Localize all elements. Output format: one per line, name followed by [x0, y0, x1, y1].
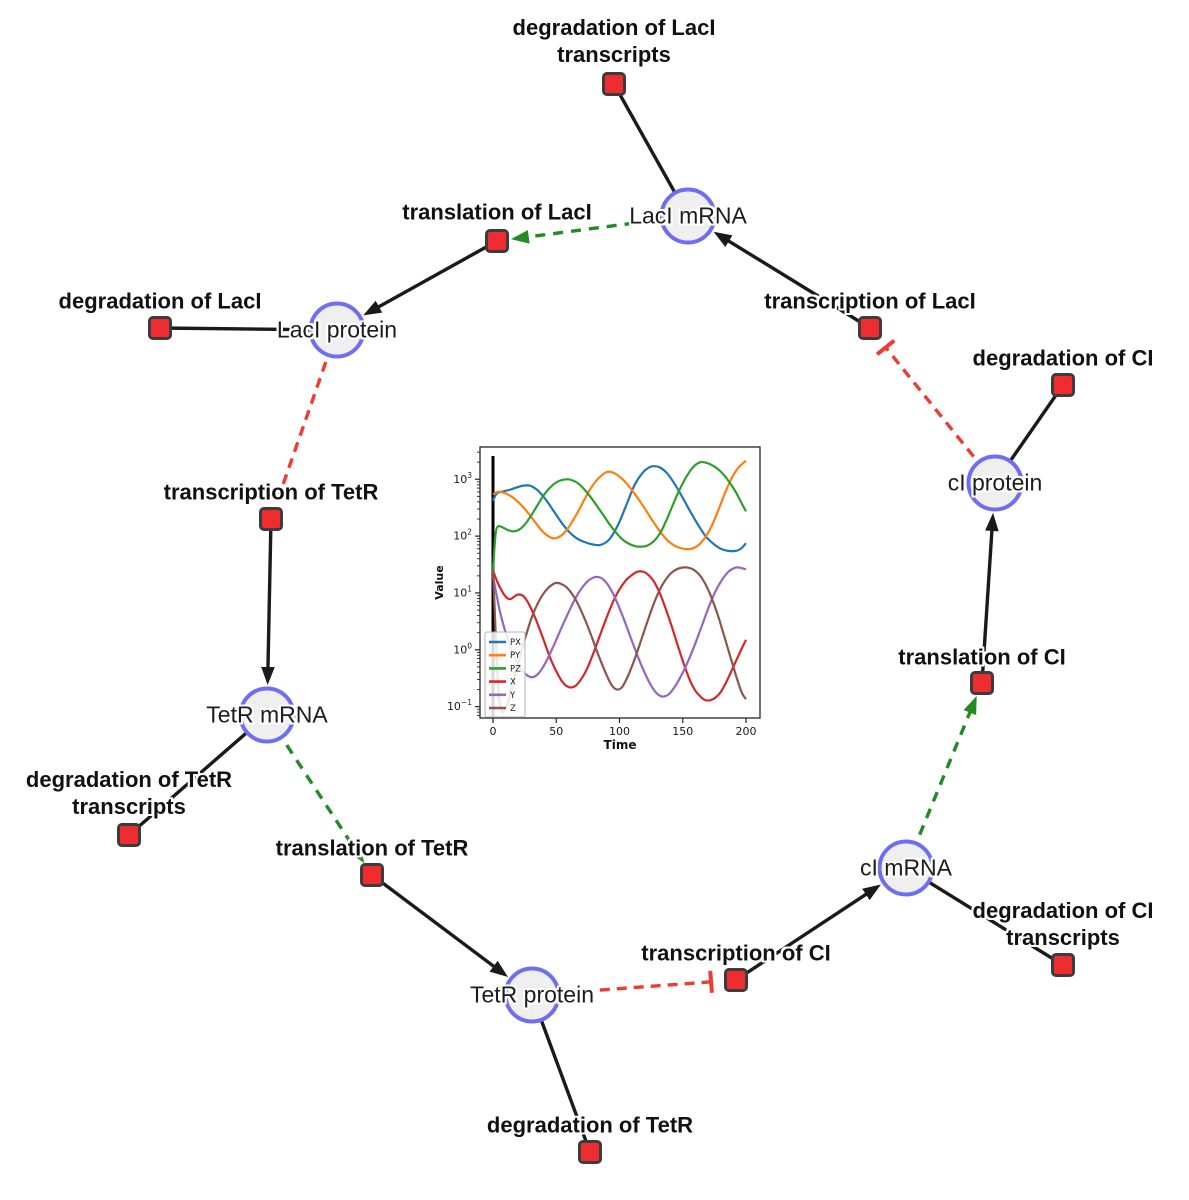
reaction-node-txn_tetR[interactable] — [259, 507, 283, 531]
species-label-tetR_mRNA: TetR mRNA — [206, 701, 328, 728]
y-tick-label: 101 — [453, 584, 472, 599]
reaction-node-deg_cI[interactable] — [1051, 373, 1075, 397]
legend-label-PY: PY — [510, 651, 521, 661]
chart-series-PZ — [491, 460, 747, 571]
edge-lacI_mRNA-transl_lacI-arrowhead — [510, 230, 530, 244]
reaction-label-txn_lacI: transcription of LacI — [764, 288, 976, 314]
legend-label-X: X — [510, 678, 516, 688]
edge-txn_cI-cI_mRNA — [735, 889, 872, 982]
reaction-node-deg_cI_tx[interactable] — [1051, 953, 1075, 977]
species-node-cI_protein[interactable] — [966, 454, 1024, 512]
x-tick-label: 100 — [609, 725, 630, 738]
species-node-cI_mRNA[interactable] — [877, 839, 935, 897]
chart-plot-area — [480, 447, 760, 718]
reaction-label-transl_cI: translation of CI — [898, 644, 1066, 670]
reaction-node-deg_lacI_tx[interactable] — [602, 72, 626, 96]
edge-tetR_protein-txn_cI-tee-bar — [708, 970, 714, 993]
y-tick-label: 103 — [453, 471, 472, 486]
legend-label-PX: PX — [510, 638, 521, 648]
x-tick-label: 0 — [490, 725, 497, 738]
reaction-node-deg_tetR[interactable] — [578, 1140, 602, 1164]
reaction-label-deg_tetR_tx: degradation of TetR transcripts — [25, 767, 233, 819]
chart-series-X — [491, 569, 747, 702]
edge-lacI_protein-txn_tetR — [277, 329, 339, 496]
y-axis-title: Value — [433, 565, 446, 599]
species-node-lacI_mRNA[interactable] — [659, 187, 717, 245]
species-node-tetR_mRNA[interactable] — [238, 686, 296, 744]
reaction-label-txn_tetR: transcription of TetR — [163, 479, 379, 505]
species-node-lacI_protein[interactable] — [308, 301, 366, 359]
edge-txn_lacI-lacI_mRNA-arrowhead — [713, 231, 733, 247]
reaction-node-transl_tetR[interactable] — [360, 863, 384, 887]
edge-cI_protein-txn_lacI — [884, 346, 997, 485]
edge-txn_lacI-lacI_mRNA — [722, 236, 871, 330]
edge-tetR_mRNA-deg_tetR_tx — [127, 713, 269, 837]
species-node-tetR_protein[interactable] — [503, 966, 561, 1024]
edge-txn_cI-cI_mRNA-arrowhead — [862, 884, 881, 901]
edge-lacI_protein-deg_lacI — [159, 326, 338, 332]
chart-legend: PX PY PZ XYZ — [484, 631, 526, 718]
edge-tetR_protein-txn_cI — [531, 980, 712, 997]
species-label-tetR_protein: TetR protein — [469, 981, 595, 1008]
species-label-cI_protein: cI protein — [947, 469, 1043, 496]
edge-transl_lacI-lacI_protein-arrowhead — [363, 300, 383, 316]
reaction-label-deg_cI_tx: degradation of CI transcripts — [972, 898, 1154, 950]
edge-transl_tetR-tetR_protein-arrowhead — [489, 960, 508, 977]
chart-series-PY — [492, 459, 747, 551]
species-label-lacI_mRNA: LacI mRNA — [629, 202, 747, 229]
reaction-label-transl_tetR: translation of TetR — [275, 835, 469, 861]
reaction-node-transl_lacI[interactable] — [485, 229, 509, 253]
reaction-node-deg_tetR_tx[interactable] — [117, 823, 141, 847]
legend-label-PZ: PZ — [510, 664, 521, 674]
reaction-label-deg_tetR: degradation of TetR — [486, 1112, 694, 1138]
reaction-label-deg_lacI: degradation of LacI — [58, 288, 262, 314]
edge-transl_cI-cI_protein — [980, 524, 994, 684]
reaction-node-txn_cI[interactable] — [724, 968, 748, 992]
reaction-label-deg_lacI_tx: degradation of LacI transcripts — [512, 15, 716, 67]
reaction-label-deg_cI: degradation of CI — [972, 345, 1154, 371]
species-label-lacI_protein: LacI protein — [276, 316, 398, 343]
edge-cI_mRNA-deg_cI_tx — [905, 866, 1064, 967]
edge-tetR_mRNA-transl_tetR-arrowhead — [348, 844, 365, 864]
reaction-node-transl_cI[interactable] — [970, 671, 994, 695]
x-axis-title: Time — [604, 738, 637, 752]
reaction-node-txn_lacI[interactable] — [858, 316, 882, 340]
species-label-cI_mRNA: cI mRNA — [860, 854, 952, 881]
y-tick-label: 102 — [453, 528, 472, 543]
chart-series-Y — [491, 566, 747, 698]
y-tick-label: 100 — [453, 641, 472, 656]
x-tick-label: 150 — [672, 725, 693, 738]
edge-cI_mRNA-transl_cI-arrowhead — [963, 695, 977, 716]
edge-transl_tetR-tetR_protein — [370, 873, 500, 972]
legend-label-Y: Y — [509, 691, 516, 701]
legend-label-Z: Z — [510, 704, 516, 714]
edge-lacI_protein-txn_tetR-tee-bar — [268, 489, 291, 501]
x-tick-label: 200 — [736, 725, 757, 738]
edge-txn_tetR-tetR_mRNA — [266, 518, 273, 674]
reaction-label-txn_cI: transcription of CI — [641, 940, 831, 966]
edge-transl_lacI-lacI_protein — [372, 239, 498, 312]
edge-cI_protein-txn_lacI-tee-bar — [875, 338, 896, 356]
reaction-node-deg_lacI[interactable] — [148, 316, 172, 340]
edge-transl_cI-cI_protein-arrowhead — [985, 512, 999, 532]
edge-txn_tetR-tetR_mRNA-arrowhead — [261, 666, 275, 686]
reaction-label-transl_lacI: translation of LacI — [402, 199, 592, 225]
y-tick-label: 10−1 — [447, 698, 472, 713]
edge-cI_mRNA-transl_cI — [904, 706, 974, 869]
x-tick-label: 50 — [549, 725, 563, 738]
